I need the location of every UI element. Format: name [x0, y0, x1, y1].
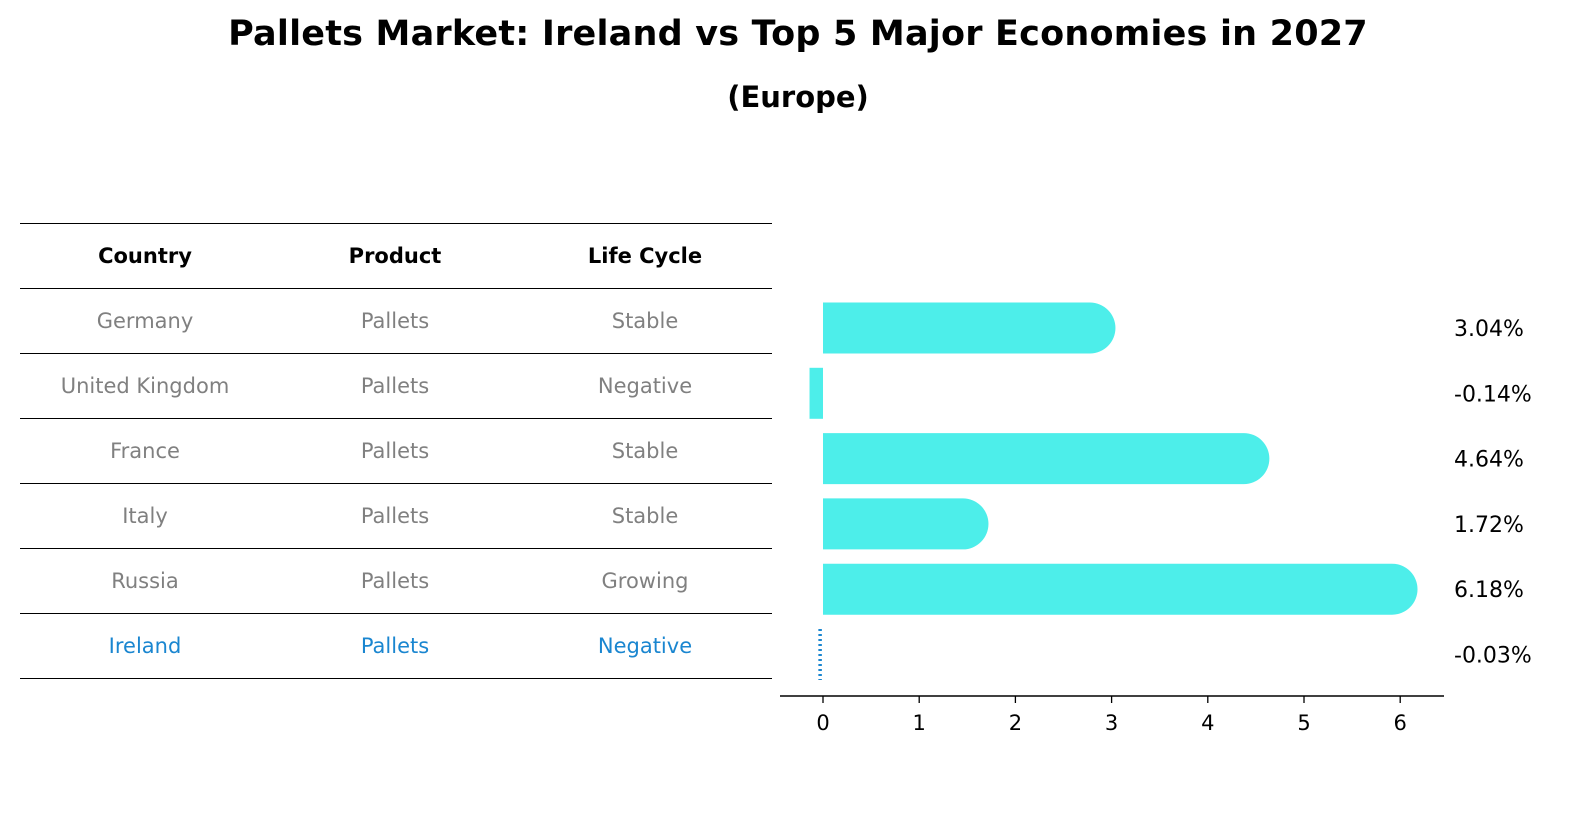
x-tick-label: 0 — [816, 711, 829, 735]
cell-life-cycle: Negative — [597, 374, 693, 398]
x-tick-label: 6 — [1394, 711, 1407, 735]
x-tick-label: 1 — [913, 711, 926, 735]
value-label: 1.72% — [1454, 513, 1524, 538]
cell-life-cycle: Negative — [597, 634, 693, 658]
value-label: 6.18% — [1454, 578, 1524, 603]
header-product: Product — [348, 244, 442, 268]
header-life-cycle: Life Cycle — [587, 244, 703, 268]
table-row: Russia Pallets Growing — [20, 548, 772, 613]
cell-product: Pallets — [360, 569, 430, 593]
table-row: Italy Pallets Stable — [20, 483, 772, 548]
bar-russia — [823, 563, 1418, 615]
value-label: -0.14% — [1454, 382, 1532, 407]
value-label: 3.04% — [1454, 317, 1524, 342]
data-table: Country Product Life Cycle Germany Palle… — [20, 223, 772, 679]
header-country: Country — [98, 244, 192, 268]
cell-life-cycle: Stable — [611, 309, 679, 333]
chart-title: Pallets Market: Ireland vs Top 5 Major E… — [228, 14, 1368, 54]
chart-subtitle: (Europe) — [727, 80, 869, 114]
cell-country: United Kingdom — [60, 374, 230, 398]
value-label: 4.64% — [1454, 448, 1524, 473]
cell-country: Italy — [122, 504, 168, 528]
table-row: France Pallets Stable — [20, 418, 772, 483]
bar-france — [823, 433, 1270, 485]
cell-product: Pallets — [360, 439, 430, 463]
x-tick-label: 2 — [1009, 711, 1022, 735]
x-tick-label: 3 — [1105, 711, 1118, 735]
cell-life-cycle: Growing — [601, 569, 689, 593]
cell-product: Pallets — [360, 374, 430, 398]
table-header-row: Country Product Life Cycle — [20, 223, 772, 288]
cell-country: Germany — [96, 309, 194, 333]
table-row: United Kingdom Pallets Negative — [20, 353, 772, 418]
value-label: -0.03% — [1454, 644, 1532, 669]
x-tick-label: 4 — [1201, 711, 1214, 735]
cell-product: Pallets — [360, 309, 430, 333]
cell-country: Ireland — [108, 634, 182, 658]
cell-country: France — [110, 439, 180, 463]
cell-country: Russia — [111, 569, 179, 593]
x-tick-label: 5 — [1297, 711, 1310, 735]
table-row-highlighted: Ireland Pallets Negative — [20, 613, 772, 679]
cell-life-cycle: Stable — [611, 504, 679, 528]
bar-italy — [823, 498, 989, 550]
cell-product: Pallets — [360, 634, 430, 658]
bar-germany — [823, 302, 1116, 354]
cell-life-cycle: Stable — [611, 439, 679, 463]
cell-product: Pallets — [360, 504, 430, 528]
table-row: Germany Pallets Stable — [20, 288, 772, 353]
bar-united-kingdom — [809, 367, 823, 419]
bar-chart: 3.04% -0.14% 4.64% 1.72% 6.18% -0.03% 0 1 2 3 4 5 6 — [780, 302, 1532, 735]
